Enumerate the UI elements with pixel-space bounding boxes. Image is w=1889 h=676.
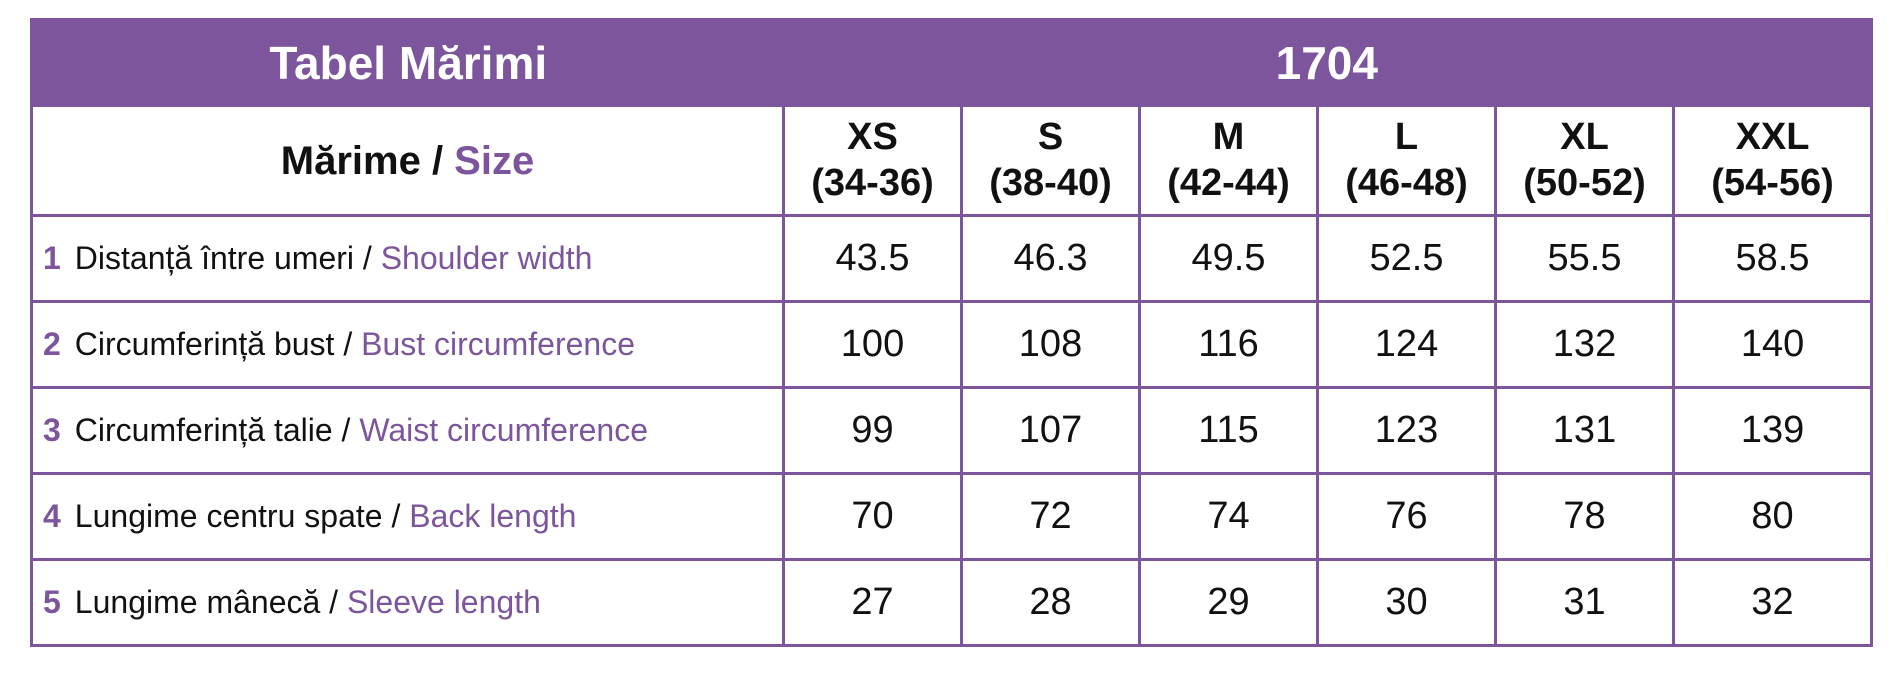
size-range: (50-52) xyxy=(1523,161,1646,204)
size-code: L xyxy=(1394,115,1419,158)
table-row: 3 Circumferință talie / Waist circumferen… xyxy=(30,386,1874,475)
table-cell: 46.3 xyxy=(960,214,1141,303)
table-title: Tabel Mărimi xyxy=(30,18,784,107)
size-label-ro: Mărime xyxy=(280,138,421,183)
table-cell: 55.5 xyxy=(1494,214,1675,303)
row-label-en: Waist circumference xyxy=(359,412,648,448)
size-column-header: L (46-48) xyxy=(1316,104,1497,217)
table-cell: 116 xyxy=(1138,300,1319,389)
row-number: 1 xyxy=(43,240,61,276)
size-code: M xyxy=(1212,115,1245,158)
table-cell: 28 xyxy=(960,558,1141,647)
row-label-en: Sleeve length xyxy=(346,584,541,620)
table-cell: 27 xyxy=(782,558,963,647)
row-label: 1 Distanță între umeri / Shoulder width xyxy=(30,214,785,303)
table-cell: 124 xyxy=(1316,300,1497,389)
table-row: 4 Lungime centru spate / Back length 70 7… xyxy=(30,472,1874,561)
size-range: (34-36) xyxy=(811,161,934,204)
table-cell: 132 xyxy=(1494,300,1675,389)
table-cell: 78 xyxy=(1494,472,1675,561)
row-number: 2 xyxy=(43,326,61,362)
table-row: 5 Lungime mânecă / Sleeve length 27 28 29… xyxy=(30,558,1874,647)
size-range: (46-48) xyxy=(1345,161,1468,204)
row-label: 2 Circumferință bust / Bust circumference xyxy=(30,300,785,389)
size-code: XS xyxy=(847,115,898,158)
row-number: 5 xyxy=(43,584,61,620)
row-label-ro: Circumferință bust xyxy=(74,326,335,362)
table-cell: 139 xyxy=(1671,386,1874,475)
row-label: 5 Lungime mânecă / Sleeve length xyxy=(30,558,785,647)
row-label-en: Bust circumference xyxy=(361,326,635,362)
size-code: XL xyxy=(1560,115,1609,158)
size-code: XXL xyxy=(1735,115,1810,158)
size-header-label: Mărime / Size xyxy=(30,104,785,217)
size-header-row: Mărime / Size XS (34-36) S (38-40) M (42-44… xyxy=(30,104,1874,217)
table-cell: 72 xyxy=(960,472,1141,561)
table-cell: 99 xyxy=(782,386,963,475)
table-cell: 131 xyxy=(1494,386,1675,475)
size-range: (42-44) xyxy=(1167,161,1290,204)
row-label-ro: Lungime centru spate xyxy=(74,498,383,534)
row-label: 3 Circumferință talie / Waist circumferen… xyxy=(30,386,785,475)
table-cell: 31 xyxy=(1494,558,1675,647)
table-cell: 43.5 xyxy=(782,214,963,303)
size-range: (54-56) xyxy=(1711,161,1834,204)
size-column-header: XS (34-36) xyxy=(782,104,963,217)
size-column-header: XXL (54-56) xyxy=(1671,104,1874,217)
row-label-separator: / xyxy=(382,498,410,534)
table-cell: 80 xyxy=(1671,472,1874,561)
row-label-ro: Circumferință talie xyxy=(74,412,333,448)
row-label-separator: / xyxy=(354,240,381,276)
row-label-separator: / xyxy=(320,584,347,620)
table-cell: 123 xyxy=(1316,386,1497,475)
row-label-en: Back length xyxy=(409,498,577,534)
row-label-ro: Lungime mânecă xyxy=(74,584,321,620)
table-cell: 29 xyxy=(1138,558,1319,647)
row-label-separator: / xyxy=(332,412,360,448)
table-cell: 115 xyxy=(1138,386,1319,475)
size-column-header: S (38-40) xyxy=(960,104,1141,217)
table-row: 1 Distanță între umeri / Shoulder width 4… xyxy=(30,214,1874,303)
table-cell: 100 xyxy=(782,300,963,389)
header-row: Tabel Mărimi 1704 xyxy=(30,18,1874,107)
size-range: (38-40) xyxy=(989,161,1112,204)
row-number: 3 xyxy=(43,412,61,448)
size-label-en: Size xyxy=(454,138,535,183)
size-column-header: XL (50-52) xyxy=(1494,104,1675,217)
table-cell: 76 xyxy=(1316,472,1497,561)
row-label: 4 Lungime centru spate / Back length xyxy=(30,472,785,561)
table-cell: 52.5 xyxy=(1316,214,1497,303)
row-label-en: Shoulder width xyxy=(380,240,593,276)
table-cell: 30 xyxy=(1316,558,1497,647)
row-label-separator: / xyxy=(334,326,362,362)
table-cell: 108 xyxy=(960,300,1141,389)
size-column-header: M (42-44) xyxy=(1138,104,1319,217)
size-label-separator: / xyxy=(420,138,455,183)
table-cell: 32 xyxy=(1671,558,1874,647)
table-cell: 70 xyxy=(782,472,963,561)
table-cell: 74 xyxy=(1138,472,1319,561)
table-cell: 49.5 xyxy=(1138,214,1319,303)
size-chart-table: Tabel Mărimi 1704 Mărime / Size XS (34-36… xyxy=(30,18,1874,647)
model-number: 1704 xyxy=(783,18,1874,107)
row-number: 4 xyxy=(43,498,61,534)
table-cell: 140 xyxy=(1671,300,1874,389)
row-label-ro: Distanță între umeri xyxy=(74,240,355,276)
table-row: 2 Circumferință bust / Bust circumference… xyxy=(30,300,1874,389)
table-cell: 58.5 xyxy=(1671,214,1874,303)
size-code: S xyxy=(1037,115,1064,158)
table-cell: 107 xyxy=(960,386,1141,475)
